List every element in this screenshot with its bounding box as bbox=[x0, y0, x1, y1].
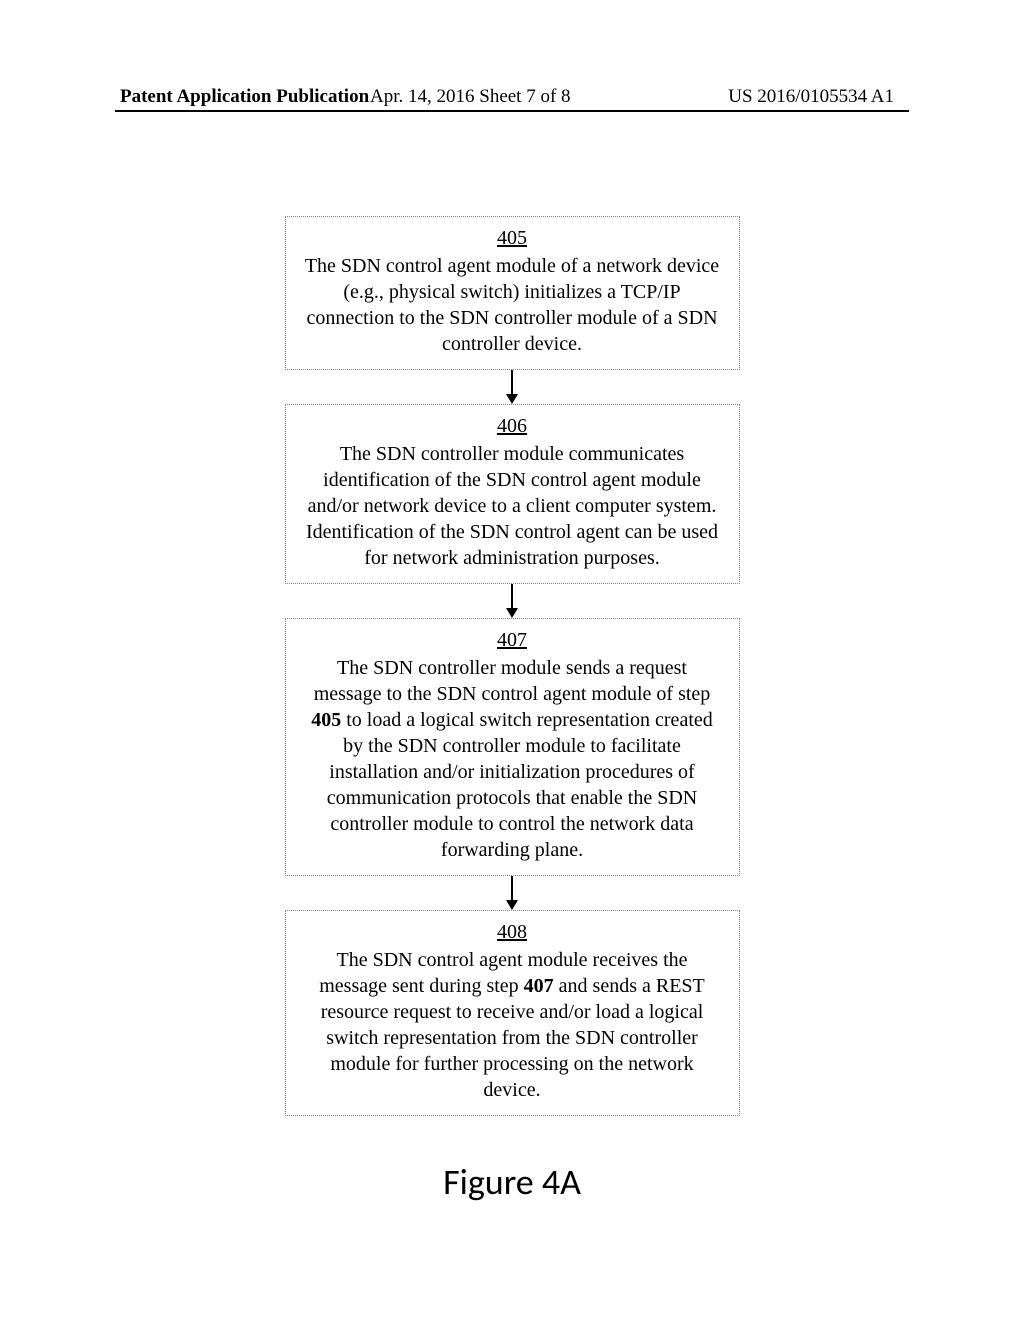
flow-box-text: The SDN controller module communicates i… bbox=[304, 441, 721, 571]
arrow-icon bbox=[506, 370, 518, 404]
header-publication: Patent Application Publication bbox=[120, 86, 369, 108]
arrow-line bbox=[511, 370, 513, 394]
flow-box-num: 408 bbox=[304, 919, 721, 945]
arrow-icon bbox=[506, 584, 518, 618]
flow-box-408: 408 The SDN control agent module receive… bbox=[285, 910, 740, 1116]
flowchart: 405 The SDN control agent module of a ne… bbox=[277, 216, 747, 1116]
arrow-head-icon bbox=[506, 608, 518, 618]
flow-box-text: The SDN control agent module receives th… bbox=[304, 947, 721, 1103]
header-date-sheet: Apr. 14, 2016 Sheet 7 of 8 bbox=[370, 86, 571, 108]
flow-box-407: 407 The SDN controller module sends a re… bbox=[285, 618, 740, 876]
flow-box-405: 405 The SDN control agent module of a ne… bbox=[285, 216, 740, 370]
header-pub-number: US 2016/0105534 A1 bbox=[728, 86, 894, 108]
arrow-line bbox=[511, 584, 513, 608]
flow-box-num: 406 bbox=[304, 413, 721, 439]
flow-box-num: 405 bbox=[304, 225, 721, 251]
flow-box-text: The SDN controller module sends a reques… bbox=[304, 655, 721, 863]
flow-box-text: The SDN control agent module of a networ… bbox=[304, 253, 721, 357]
arrow-icon bbox=[506, 876, 518, 910]
arrow-head-icon bbox=[506, 394, 518, 404]
header-divider bbox=[115, 110, 909, 112]
flow-box-num: 407 bbox=[304, 627, 721, 653]
figure-caption: Figure 4A bbox=[443, 1160, 581, 1204]
arrow-line bbox=[511, 876, 513, 900]
arrow-head-icon bbox=[506, 900, 518, 910]
flow-box-406: 406 The SDN controller module communicat… bbox=[285, 404, 740, 584]
